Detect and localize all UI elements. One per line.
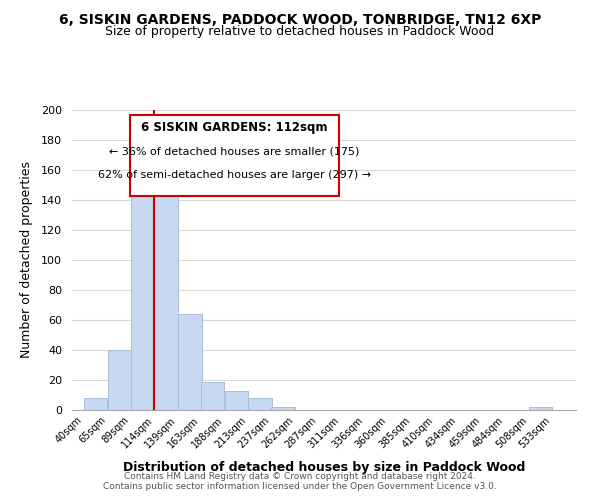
Text: Contains public sector information licensed under the Open Government Licence v3: Contains public sector information licen… [103,482,497,491]
Bar [224,390,248,410]
Bar [154,162,178,410]
Text: 6 SISKIN GARDENS: 112sqm: 6 SISKIN GARDENS: 112sqm [141,120,328,134]
Bar [108,350,131,410]
Text: 62% of semi-detached houses are larger (297) →: 62% of semi-detached houses are larger (… [98,170,371,180]
Text: Contains HM Land Registry data © Crown copyright and database right 2024.: Contains HM Land Registry data © Crown c… [124,472,476,481]
Y-axis label: Number of detached properties: Number of detached properties [20,162,33,358]
Bar [178,314,202,410]
Text: 6, SISKIN GARDENS, PADDOCK WOOD, TONBRIDGE, TN12 6XP: 6, SISKIN GARDENS, PADDOCK WOOD, TONBRID… [59,12,541,26]
Bar [248,398,272,410]
Bar [529,407,552,410]
Text: Size of property relative to detached houses in Paddock Wood: Size of property relative to detached ho… [106,25,494,38]
FancyBboxPatch shape [130,114,339,196]
Bar [131,162,154,410]
Bar [84,398,107,410]
Bar [271,407,295,410]
Text: ← 36% of detached houses are smaller (175): ← 36% of detached houses are smaller (17… [109,146,360,156]
X-axis label: Distribution of detached houses by size in Paddock Wood: Distribution of detached houses by size … [123,461,525,474]
Bar [201,382,224,410]
